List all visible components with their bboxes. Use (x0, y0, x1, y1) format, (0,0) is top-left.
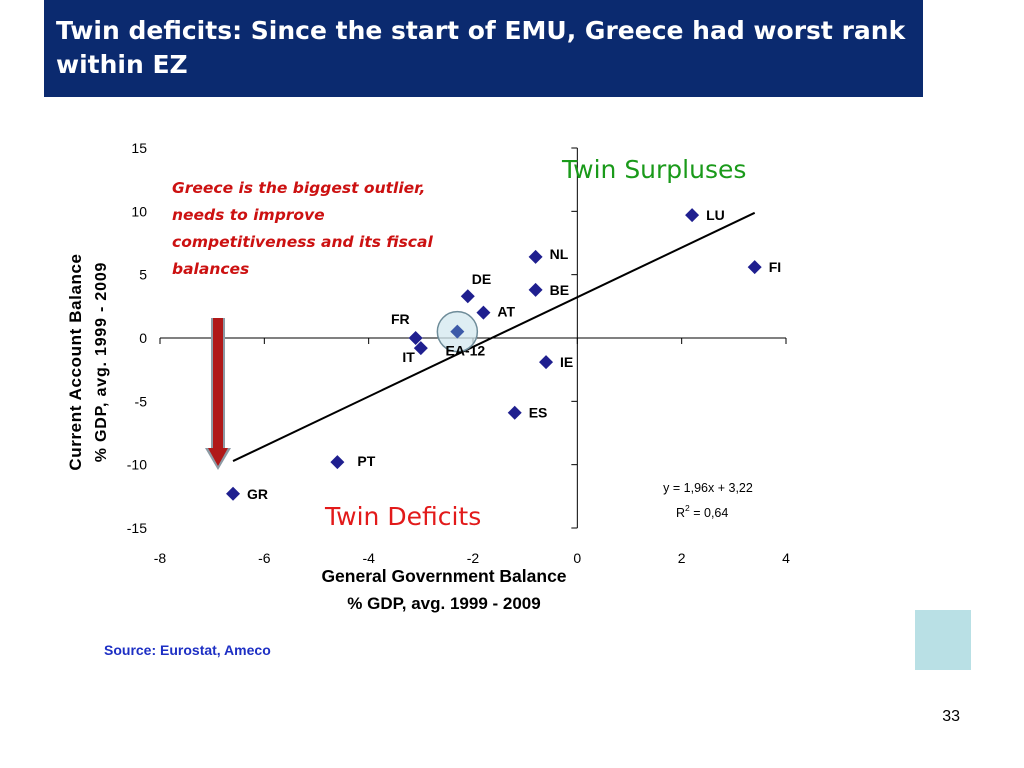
x-tick-label: -8 (154, 550, 167, 566)
point-at (476, 305, 491, 320)
callout-line-4: balances (172, 260, 249, 278)
point-label-nl: NL (550, 246, 569, 262)
x-axis-sublabel: % GDP, avg. 1999 - 2009 (347, 594, 540, 613)
point-label-pt: PT (357, 453, 375, 469)
callout-line-3: competitiveness and its fiscal (172, 233, 433, 251)
point-de (460, 289, 475, 304)
page-number: 33 (942, 708, 960, 725)
point-it (413, 341, 428, 356)
slide-title: Twin deficits: Since the start of EMU, G… (56, 16, 906, 79)
callout-line-1: Greece is the biggest outlier, (172, 179, 425, 197)
y-axis-label: Current Account Balance (66, 253, 85, 470)
point-label-gr: GR (247, 486, 268, 502)
r-squared-label: R (676, 506, 685, 520)
x-axis-label: General Government Balance (321, 566, 566, 586)
source-note: Source: Eurostat, Ameco (104, 642, 271, 658)
point-label-ie: IE (560, 354, 573, 370)
y-tick-label: 0 (139, 330, 147, 346)
x-tick-label: 0 (573, 550, 581, 566)
title-bar: Twin deficits: Since the start of EMU, G… (44, 0, 923, 97)
point-label-es: ES (529, 405, 548, 421)
point-fi (747, 260, 762, 275)
r-squared-exponent: 2 (685, 503, 690, 513)
point-es (507, 405, 522, 420)
point-label-it: IT (402, 349, 415, 365)
point-label-ea-12: EA-12 (446, 343, 486, 359)
point-lu (685, 208, 700, 223)
x-tick-label: 2 (678, 550, 686, 566)
y-tick-label: 5 (139, 267, 147, 283)
x-tick-label: 4 (782, 550, 790, 566)
callout-line-2: needs to improve (172, 206, 325, 224)
y-tick-label: -5 (135, 393, 148, 409)
regression-equation: y = 1,96x + 3,22 (663, 481, 753, 495)
x-tick-label: -6 (258, 550, 271, 566)
point-label-de: DE (472, 271, 491, 287)
x-tick-label: -2 (467, 550, 480, 566)
x-tick-label: -4 (362, 550, 375, 566)
y-tick-label: 15 (131, 140, 147, 156)
twin-surpluses-label: Twin Surpluses (561, 155, 746, 184)
greece-callout: Greece is the biggest outlier, needs to … (172, 179, 433, 278)
point-label-lu: LU (706, 207, 725, 223)
point-label-fr: FR (391, 311, 410, 327)
y-tick-label: -10 (127, 457, 147, 473)
trendline (232, 211, 756, 462)
point-ie (539, 355, 554, 370)
point-ea-12 (450, 324, 465, 339)
point-label-at: AT (497, 304, 515, 320)
y-tick-label: 10 (131, 203, 147, 219)
point-pt (330, 455, 345, 470)
twin-deficits-label: Twin Deficits (324, 502, 481, 531)
y-tick-label: -15 (127, 520, 147, 536)
r-squared-value: = 0,64 (690, 506, 729, 520)
down-arrow (205, 318, 231, 470)
decorative-square (915, 610, 971, 670)
point-nl (528, 249, 543, 264)
r-squared: R2 = 0,64 (676, 503, 728, 520)
point-label-fi: FI (769, 259, 781, 275)
point-gr (226, 486, 241, 501)
y-axis-sublabel: % GDP, avg. 1999 - 2009 (93, 262, 110, 462)
point-label-be: BE (550, 282, 569, 298)
point-be (528, 282, 543, 297)
point-fr (408, 331, 423, 345)
